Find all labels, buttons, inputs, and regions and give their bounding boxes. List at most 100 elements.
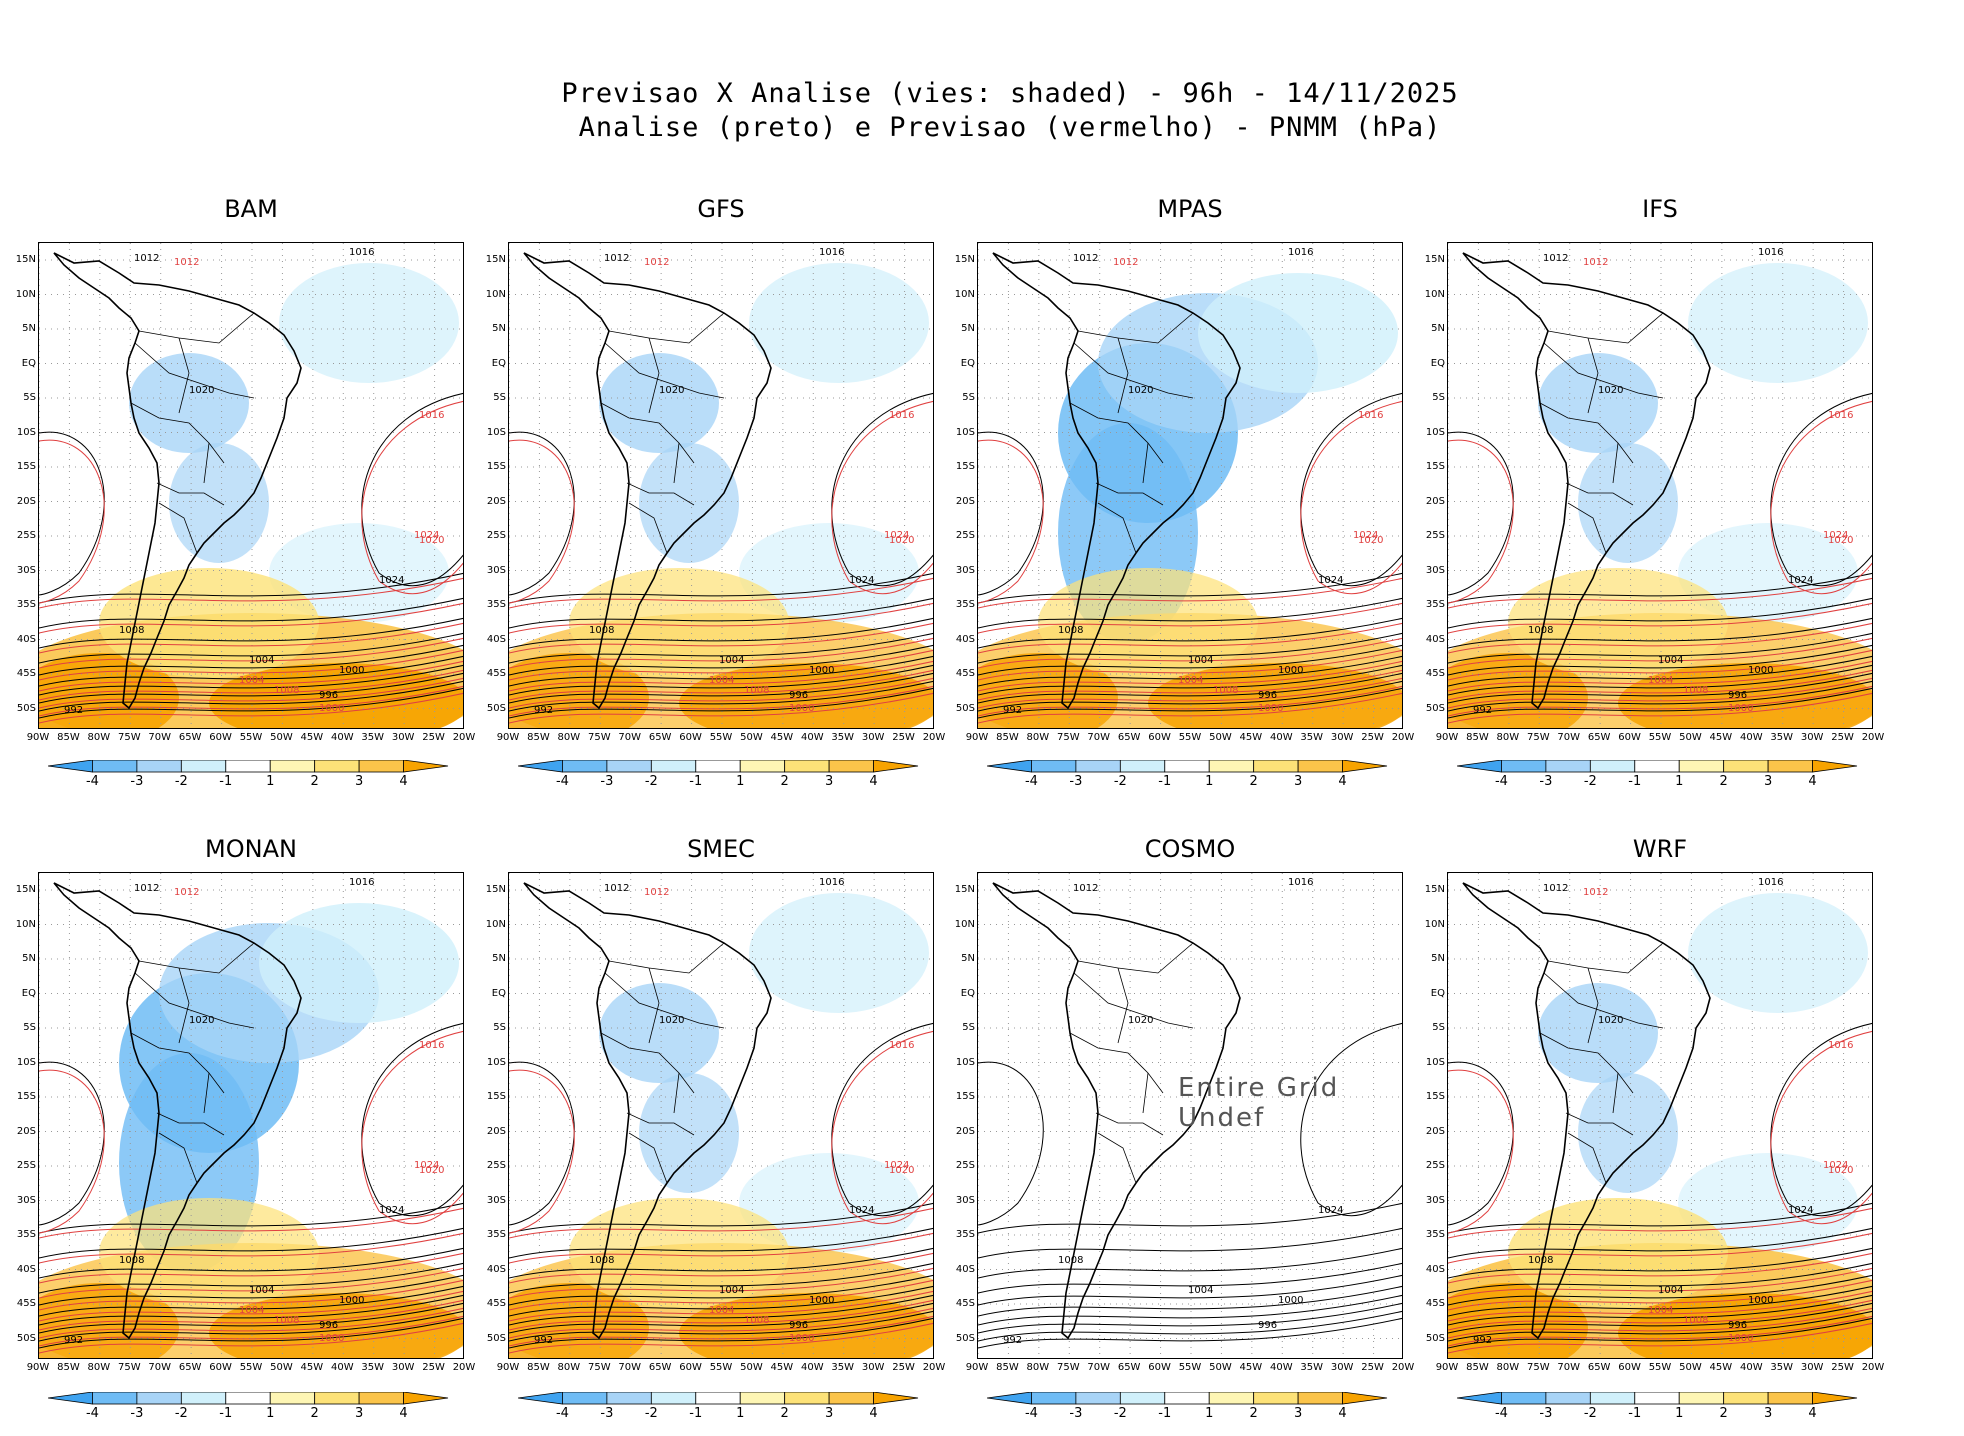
bias-area-0 — [129, 353, 249, 453]
analysis-isobar — [1448, 1274, 1872, 1306]
lat-tick-label: 15N — [954, 254, 975, 265]
country-border — [134, 972, 255, 1029]
colorbar-tick-label: 1 — [266, 774, 275, 789]
forecast-isobar — [509, 677, 933, 709]
analysis-isobar — [39, 1061, 105, 1226]
lon-tick-label: 80W — [1496, 732, 1520, 743]
lat-tick-label: 35S — [16, 599, 36, 610]
colorbar-tick-label: 4 — [1808, 774, 1817, 789]
lon-tick-label: 40W — [330, 1362, 354, 1373]
country-border — [1565, 482, 1634, 506]
forecast-isobar — [1448, 685, 1872, 717]
forecast-isobar — [39, 1290, 463, 1322]
country-border — [138, 312, 255, 344]
lon-tick-label: 45W — [1709, 1362, 1733, 1373]
analysis-isobar-label: 1008 — [589, 1255, 614, 1266]
forecast-isobar — [39, 677, 463, 709]
panel-title-smec: SMEC — [687, 835, 755, 863]
colorbar-tick-label: -4 — [1494, 1406, 1508, 1421]
forecast-isobar — [978, 439, 1044, 604]
country-border — [158, 1132, 198, 1184]
country-border — [1543, 342, 1664, 399]
lat-tick-label: 40S — [955, 1263, 975, 1275]
colorbar-tick-label: 1 — [1675, 1406, 1684, 1421]
lat-tick-label: 5S — [493, 392, 506, 403]
colorbar-bin — [1119, 760, 1166, 773]
forecast-isobar-label: 1024 — [1353, 530, 1378, 541]
forecast-isobar — [1448, 439, 1514, 604]
forecast-isobar — [1448, 1207, 1872, 1239]
forecast-isobar-label: 1012 — [174, 257, 199, 268]
forecast-isobar — [1448, 1267, 1872, 1299]
forecast-isobar — [509, 602, 933, 634]
colorbar-tick-label: 1 — [266, 1406, 275, 1421]
colorbar-tick-label: 3 — [824, 774, 834, 789]
colorbar-tick-label: 3 — [1293, 774, 1303, 789]
country-border — [158, 502, 198, 554]
lon-tick-label: 40W — [1739, 732, 1763, 743]
colorbar-tick-label: 1 — [1205, 774, 1214, 789]
lon-tick-label: 75W — [117, 732, 141, 743]
forecast-isobar — [39, 602, 463, 634]
bias-area-7 — [1508, 1198, 1728, 1308]
forecast-isobar — [39, 1279, 463, 1311]
colorbar-bin — [1678, 1392, 1725, 1405]
lon-tick-label: 50W — [740, 732, 763, 743]
colorbar-bin — [136, 1392, 182, 1405]
forecast-isobar-label: 1004 — [709, 1305, 734, 1316]
analysis-isobar-label: 1004 — [719, 655, 744, 666]
colorbar-tick-label: -2 — [644, 774, 658, 789]
lat-tick-label: 25S — [486, 530, 506, 541]
coastline — [992, 252, 1241, 710]
lon-tick-label: 75W — [1526, 732, 1550, 743]
lat-tick-label: 5S — [1432, 1022, 1445, 1033]
analysis-isobar — [39, 1285, 463, 1317]
forecast-isobar-label: 1004 — [1648, 675, 1673, 686]
analysis-isobar — [1448, 632, 1872, 664]
map-panel-bam: 1012 1016 1020 1024 1008 1004 1000 996 992 1012 10… — [38, 242, 464, 729]
analysis-isobar — [1448, 644, 1872, 676]
bias-field-bam: 1012101610201024100810041000996992101210… — [39, 243, 463, 728]
analysis-isobar — [39, 1202, 463, 1234]
colorbar-tick-label: -4 — [85, 774, 99, 789]
lon-tick-label: 30W — [1330, 1362, 1354, 1373]
analysis-isobar-label: 1004 — [249, 655, 274, 666]
lon-tick-label: 50W — [1679, 732, 1702, 743]
lon-tick-label: 40W — [1269, 732, 1293, 743]
country-border — [673, 1072, 680, 1114]
analysis-isobar-label: 1008 — [119, 625, 144, 636]
analysis-isobar — [509, 644, 933, 676]
forecast-isobar — [509, 1232, 933, 1264]
forecast-isobar — [1770, 1030, 1872, 1225]
lat-tick-label: 35S — [955, 1229, 975, 1240]
lat-tick-label: 35S — [16, 1229, 36, 1240]
lon-tick-label: 35W — [1300, 1362, 1324, 1373]
analysis-isobar — [978, 644, 1402, 676]
lon-tick-label: 85W — [57, 1362, 80, 1373]
analysis-isobar — [39, 644, 463, 676]
lon-tick-label: 90W — [26, 732, 50, 743]
analysis-isobar-label: 1008 — [1528, 625, 1553, 636]
lon-tick-label: 30W — [861, 1362, 885, 1373]
lon-tick-label: 25W — [422, 732, 445, 743]
colorbar-tick-label: -4 — [555, 774, 569, 789]
lat-tick-label: 25S — [486, 1160, 506, 1171]
bias-area-7 — [569, 1198, 789, 1308]
colorbar-tick-label: -3 — [600, 1406, 614, 1421]
colorbar-tick-label: -3 — [1539, 774, 1553, 789]
forecast-isobar — [39, 637, 463, 669]
lon-tick-label: 35W — [831, 732, 855, 743]
lat-tick-label: 10N — [954, 288, 975, 300]
colorbar-bin — [358, 1392, 404, 1405]
forecast-isobar — [1448, 660, 1872, 692]
analysis-isobar — [509, 572, 933, 604]
forecast-isobar — [1448, 649, 1872, 681]
analysis-isobar — [509, 1274, 933, 1306]
lat-tick-label: 15N — [485, 254, 506, 265]
colorbar-bin — [1589, 1392, 1636, 1405]
lat-tick-label: 20S — [955, 495, 975, 507]
colorbar-bin — [784, 1392, 830, 1405]
lat-tick-label: 5N — [22, 953, 36, 964]
lat-tick-label: 10S — [955, 1056, 975, 1068]
analysis-isobar-label: 1012 — [134, 253, 159, 264]
